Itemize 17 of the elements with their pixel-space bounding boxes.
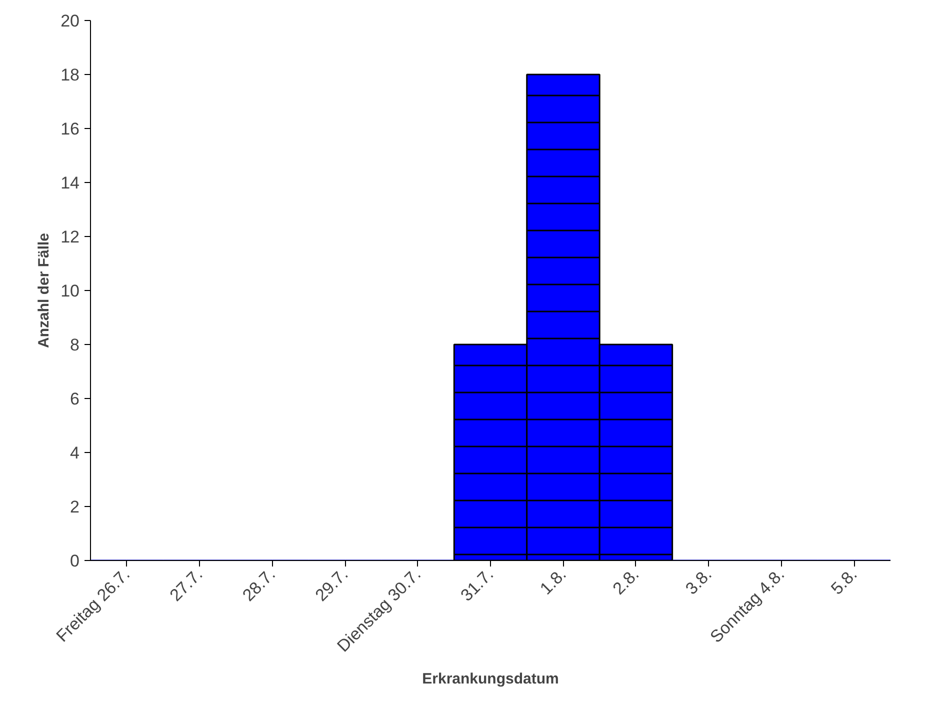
- y-tick-label: 6: [70, 390, 80, 408]
- x-tick-label: 2.8.: [609, 564, 643, 598]
- y-tick-label: 0: [70, 552, 80, 570]
- x-tick-label: 1.8.: [536, 564, 570, 598]
- y-tick-label: 20: [60, 12, 80, 30]
- x-tick-label: 3.8.: [682, 564, 716, 598]
- y-tick-label: 10: [60, 282, 80, 300]
- y-tick-label: 4: [70, 444, 80, 462]
- x-tick-label: 5.8.: [827, 564, 861, 598]
- y-tick-label: 14: [60, 174, 80, 192]
- y-tick-label: 12: [60, 228, 80, 246]
- y-tick-label: 2: [70, 498, 80, 516]
- y-tick-label: 8: [70, 336, 80, 354]
- y-tick-label: 16: [60, 120, 80, 138]
- y-tick-label: 18: [60, 66, 80, 84]
- y-axis-title: Anzahl der Fälle: [36, 232, 53, 348]
- x-axis-title: Erkrankungsdatum: [422, 670, 559, 688]
